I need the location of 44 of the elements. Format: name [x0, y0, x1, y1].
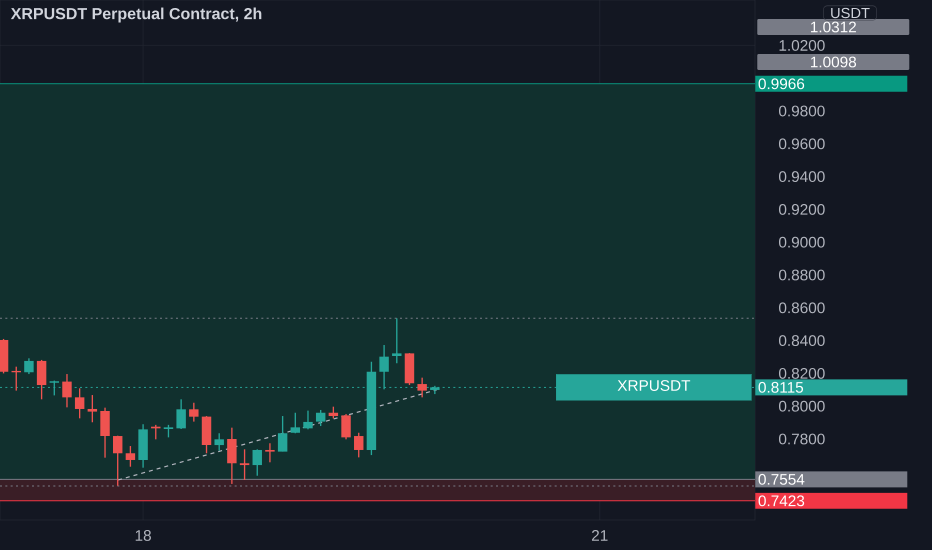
- candlestick: [303, 410, 313, 430]
- candlestick: [252, 448, 262, 476]
- candlestick: [88, 394, 98, 423]
- candlestick: [265, 442, 275, 463]
- ref-line-label: 0.8115: [758, 382, 804, 393]
- candlestick: [354, 432, 364, 458]
- candlestick: [24, 358, 34, 375]
- candlestick: [189, 402, 199, 422]
- text: 1.0098: [810, 56, 856, 68]
- text: 1.0312: [810, 22, 856, 32]
- y-tick-label: 0.9400: [778, 171, 825, 182]
- candlestick: [328, 406, 338, 419]
- candlestick: [290, 412, 300, 434]
- y-tick-label: 0.9600: [778, 138, 825, 150]
- y-tick-label: 0.7800: [778, 434, 825, 444]
- y-tick-label: 0.8200: [778, 368, 825, 379]
- chart-title: XRPUSDT Perpetual Contract, 2h: [10, 8, 262, 22]
- candlestick: [112, 435, 122, 486]
- y-tick-label: 0.8600: [778, 302, 825, 314]
- y-tick-label: 1.0200: [780, 40, 825, 51]
- candlestick: [417, 376, 427, 398]
- candlestick: [278, 415, 288, 452]
- y-tick-label: 0.8400: [778, 335, 825, 346]
- candlestick: [316, 409, 326, 427]
- candlestick: [392, 318, 402, 364]
- candlestick: [62, 373, 72, 408]
- x-tick-label: 21: [592, 530, 608, 541]
- candlestick: [176, 398, 186, 430]
- ref-line-label: 0.7554: [758, 474, 804, 485]
- candlestick: [341, 413, 351, 440]
- candlestick: [126, 445, 136, 468]
- y-tick-label: 0.9200: [778, 204, 825, 215]
- ref-line-label: 0.9966: [758, 78, 804, 90]
- y-tick-label: 0.9800: [778, 106, 825, 116]
- y-tick-label: 0.8000: [778, 400, 825, 412]
- candlestick: [74, 388, 84, 419]
- y-tick-label: 0.9000: [778, 236, 825, 248]
- ref-line-label: 0.7423: [758, 495, 804, 506]
- candlestick: [151, 424, 160, 440]
- y-tick-label: 0.8800: [778, 270, 825, 280]
- y-axis-title: USDT: [831, 8, 870, 18]
- x-tick-label: 18: [136, 530, 151, 541]
- candlestick: [164, 424, 174, 438]
- candlestick: [214, 432, 224, 452]
